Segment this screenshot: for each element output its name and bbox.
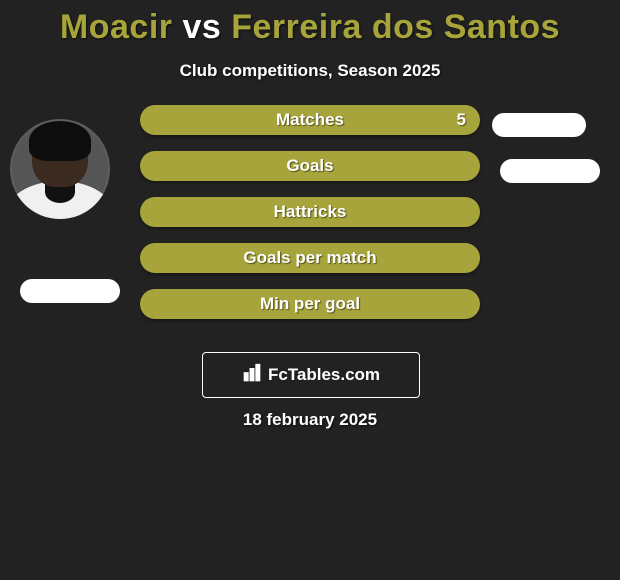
- comparison-stage: Matches 5 Goals Hattricks Goals per matc…: [0, 119, 620, 369]
- title-player2: Ferreira dos Santos: [231, 8, 560, 46]
- stat-bars: Matches 5 Goals Hattricks Goals per matc…: [140, 105, 480, 335]
- player2-avatar-pill: [492, 113, 586, 137]
- stat-label: Min per goal: [140, 289, 480, 319]
- stat-bar-hattricks: Hattricks: [140, 197, 480, 227]
- logo-text: FcTables.com: [268, 365, 380, 385]
- player1-name-pill: [20, 279, 120, 303]
- page-title: Moacir vs Ferreira dos Santos: [0, 0, 620, 47]
- player1-avatar: [10, 119, 110, 219]
- title-vs: vs: [182, 8, 221, 46]
- chart-icon: [242, 363, 262, 388]
- subtitle: Club competitions, Season 2025: [0, 61, 620, 81]
- stat-label: Goals per match: [140, 243, 480, 273]
- stat-bar-goals-per-match: Goals per match: [140, 243, 480, 273]
- fctables-logo[interactable]: FcTables.com: [202, 352, 420, 398]
- player2-name-pill: [500, 159, 600, 183]
- stat-label: Hattricks: [140, 197, 480, 227]
- stat-bar-min-per-goal: Min per goal: [140, 289, 480, 319]
- stat-label: Goals: [140, 151, 480, 181]
- stat-bar-matches: Matches 5: [140, 105, 480, 135]
- date-label: 18 february 2025: [0, 410, 620, 430]
- stat-value: 5: [457, 105, 466, 135]
- title-player1: Moacir: [60, 8, 173, 46]
- stat-label: Matches: [140, 105, 480, 135]
- stat-bar-goals: Goals: [140, 151, 480, 181]
